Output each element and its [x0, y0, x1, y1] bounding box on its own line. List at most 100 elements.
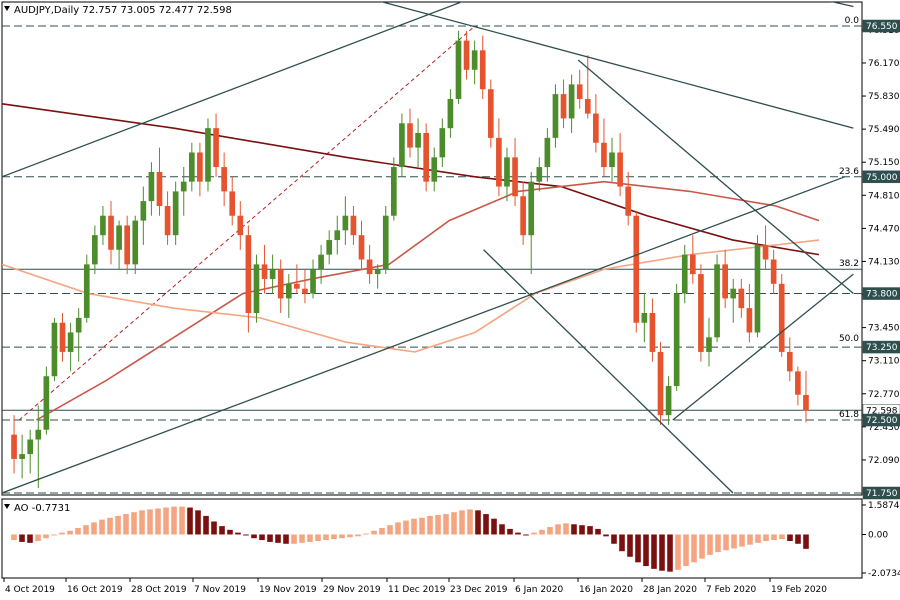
candle-body: [576, 84, 583, 99]
trend-lines: [2, 2, 854, 494]
x-tick-label: 4 Oct 2019: [5, 585, 55, 595]
candle-body: [423, 133, 429, 182]
ao-indicator-title: AO -0.7731: [14, 503, 70, 514]
ao-bar: [691, 534, 697, 563]
candle-body: [75, 317, 82, 333]
candle-body: [528, 181, 535, 236]
candle-body: [205, 128, 211, 182]
price-box-label: 76.550: [866, 22, 898, 32]
candle-body: [108, 215, 114, 250]
fib-label: 23.6: [839, 167, 859, 177]
candle-body: [229, 191, 236, 216]
candle-body: [124, 225, 130, 265]
candle-body: [803, 395, 809, 411]
candle-body: [100, 215, 106, 236]
candle-body: [11, 434, 17, 459]
trend-line: [672, 273, 854, 421]
candle-body: [51, 322, 58, 377]
trend-line: [2, 2, 464, 178]
ao-bar: [627, 534, 633, 557]
candle-body: [504, 157, 510, 187]
candle-body: [188, 152, 195, 182]
ao-bar: [315, 534, 321, 541]
candle-body: [358, 235, 365, 260]
ao-bar: [147, 509, 153, 535]
candle-body: [706, 337, 712, 352]
candle-body: [633, 215, 640, 323]
price-box-label: 71.750: [866, 489, 898, 499]
candle-body: [690, 254, 696, 275]
candle-body: [116, 225, 122, 250]
ao-bar: [427, 515, 433, 535]
ao-bar: [411, 518, 417, 535]
ao-bar: [395, 522, 401, 535]
ao-bar: [115, 515, 121, 535]
ao-bar: [779, 534, 785, 540]
ao-bar: [787, 534, 793, 541]
ao-bar: [707, 534, 713, 555]
candle-body: [342, 215, 349, 231]
ao-bar: [659, 534, 665, 571]
ao-bar: [467, 509, 473, 535]
candle-body: [471, 50, 478, 70]
ao-pane-frame: [1, 498, 863, 579]
candle-body: [43, 376, 50, 430]
fib-label: 50.0: [839, 334, 859, 344]
menu-triangle-icon: [4, 6, 10, 11]
candle-body: [391, 167, 397, 216]
ao-bar: [267, 534, 273, 542]
candle-body: [641, 313, 648, 323]
ao-bar: [699, 534, 705, 559]
ao-bar: [11, 534, 17, 541]
ao-bar: [643, 534, 649, 567]
candle-body: [665, 385, 672, 416]
y-tick-label: 72.770: [868, 390, 900, 400]
x-axis: 4 Oct 2019 16 Oct 2019 28 Oct 2019 7 Nov 20…: [3, 578, 827, 595]
candle-body: [269, 269, 276, 279]
fib-label: 61.8: [839, 410, 859, 420]
ao-bar: [571, 524, 577, 535]
ao-bar: [763, 534, 769, 541]
candle-body: [148, 171, 155, 202]
ao-bar: [243, 534, 249, 536]
x-tick-label: 28 Jan 2020: [643, 585, 697, 595]
candle-body: [318, 254, 324, 270]
candle-body: [673, 293, 680, 386]
ao-bar: [539, 529, 545, 535]
candle-body: [730, 288, 737, 299]
ao-bar: [75, 527, 81, 535]
ao-bar: [187, 507, 193, 535]
candle-body: [261, 264, 268, 279]
ao-menu-triangle-icon: [4, 504, 10, 509]
price-box: [862, 340, 900, 354]
ao-bar: [611, 534, 617, 544]
price-box-label: 72.500: [866, 416, 898, 426]
candle-body: [584, 98, 591, 114]
candle-body: [698, 274, 704, 352]
candle-body: [487, 89, 494, 138]
ao-bar: [19, 534, 25, 542]
ao-bar: [91, 522, 97, 535]
price-box-label: 73.800: [866, 290, 898, 300]
candle-body: [302, 288, 308, 294]
price-box: [862, 287, 900, 300]
candle-body: [27, 439, 34, 455]
ao-bar: [579, 525, 585, 535]
ao-bar: [83, 525, 89, 535]
ao-bar: [291, 534, 297, 544]
y-tick-label: 73.450: [868, 324, 900, 334]
candle-body: [285, 283, 292, 299]
y-tick-label: 75.150: [868, 158, 900, 168]
candle-body: [447, 98, 454, 129]
y-tick-label: 72.430: [868, 423, 900, 433]
price-box-label: 73.250: [866, 343, 898, 353]
candle-body: [92, 235, 98, 265]
x-tick-label: 23 Dec 2019: [450, 585, 508, 595]
ao-bar: [387, 525, 393, 535]
candle-body: [649, 313, 656, 352]
ao-bar: [51, 534, 57, 536]
ao-bar: [587, 526, 593, 535]
ao-bar: [747, 534, 753, 545]
y-tick-label: 76.170: [868, 59, 900, 69]
